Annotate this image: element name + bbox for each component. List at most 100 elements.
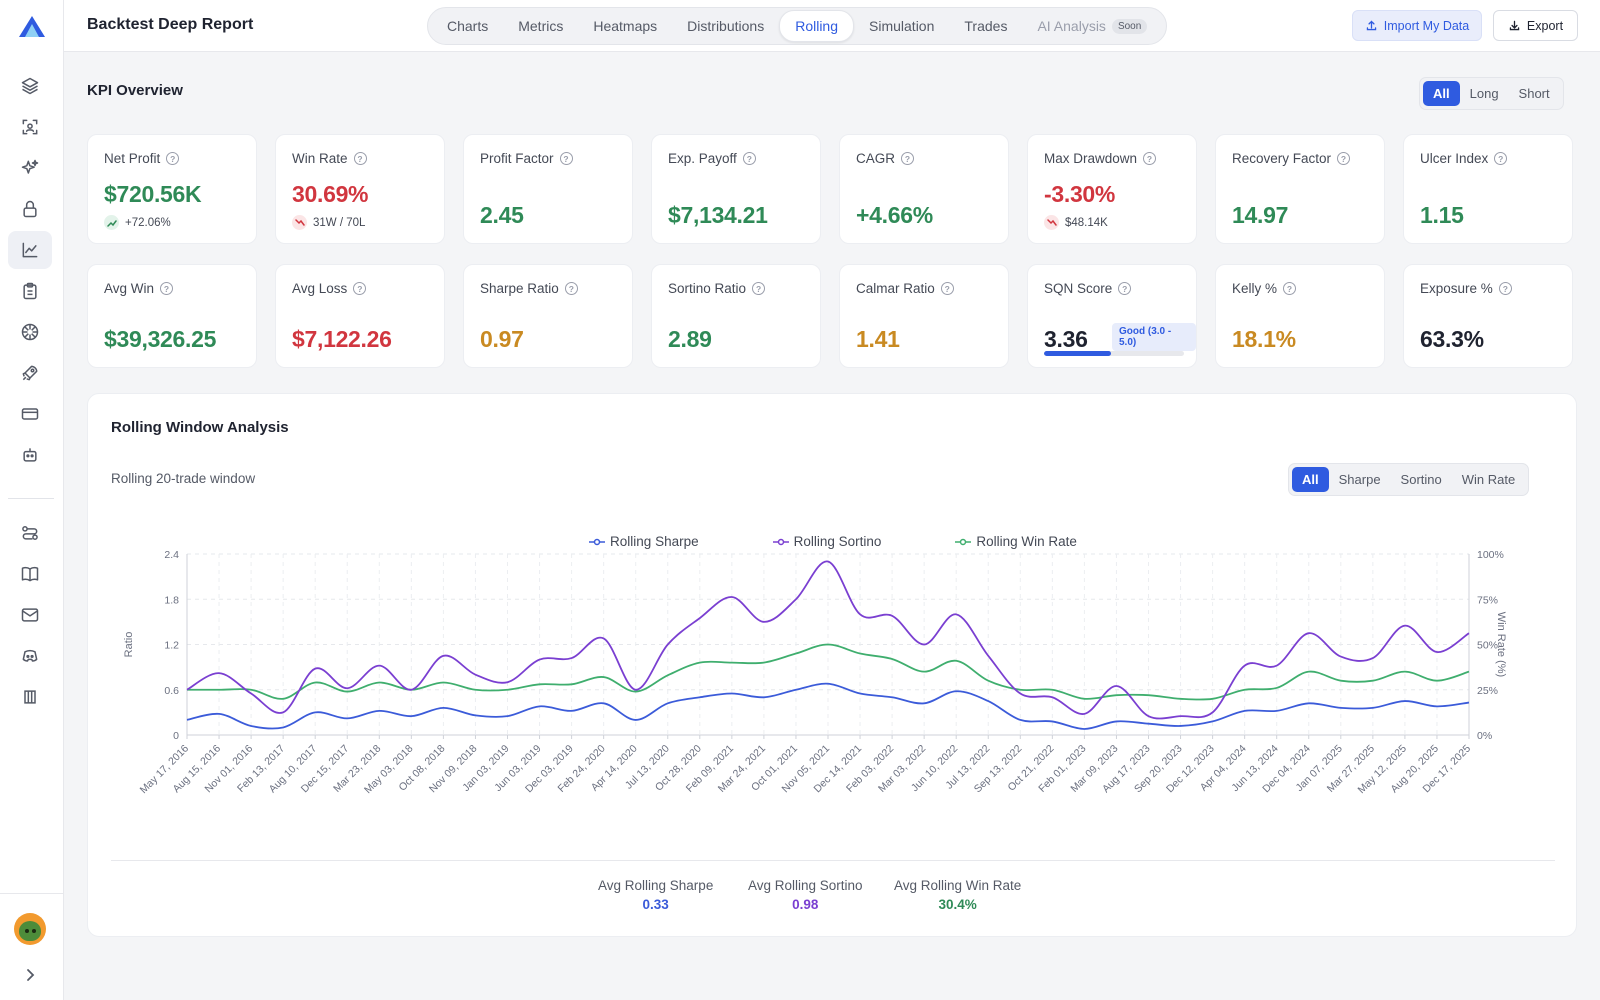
- tab-simulation[interactable]: Simulation: [869, 18, 935, 34]
- ticket-icon[interactable]: [8, 678, 52, 716]
- sidebar-footer-divider: [0, 893, 64, 894]
- import-data-button[interactable]: Import My Data: [1352, 10, 1482, 41]
- credit-card-icon[interactable]: [8, 395, 52, 433]
- help-icon[interactable]: ?: [353, 152, 367, 165]
- avg-rolling-win-rate-label: Avg Rolling Win Rate: [894, 878, 1022, 893]
- scan-icon[interactable]: [8, 108, 52, 146]
- avatar[interactable]: [14, 913, 46, 945]
- y-tick-label: 0: [173, 730, 179, 742]
- legend-rolling-sortino[interactable]: Rolling Sortino: [713, 534, 882, 549]
- kpi-label-text: Exposure %: [1420, 281, 1493, 296]
- legend-rolling-win-rate[interactable]: Rolling Win Rate: [895, 534, 1077, 549]
- kpi-label: Profit Factor?: [480, 151, 573, 166]
- kpi-card-avg-loss: Avg Loss? $7,122.26: [275, 264, 445, 368]
- filter-all[interactable]: All: [1423, 81, 1460, 106]
- help-icon[interactable]: ?: [1118, 282, 1132, 295]
- rocket-icon[interactable]: [8, 354, 52, 392]
- bot-icon[interactable]: [8, 436, 52, 474]
- legend-marker-sharpe: [589, 538, 606, 545]
- help-icon[interactable]: ?: [1494, 152, 1508, 165]
- line-chart-icon[interactable]: [8, 231, 52, 269]
- legend-rolling-sharpe[interactable]: Rolling Sharpe: [589, 534, 699, 549]
- help-icon[interactable]: ?: [1143, 152, 1157, 165]
- sparkles-icon[interactable]: [8, 149, 52, 187]
- kpi-value: 18.1%: [1232, 326, 1296, 352]
- kpi-label: Avg Win?: [104, 281, 174, 296]
- avg-rolling-sharpe-value: 0.33: [642, 897, 669, 912]
- summary-divider: [111, 860, 1555, 861]
- layers-icon[interactable]: [8, 67, 52, 105]
- help-icon[interactable]: ?: [160, 282, 174, 295]
- kpi-value: $39,326.25: [104, 326, 217, 352]
- sidebar: [0, 0, 64, 1000]
- tab-rolling[interactable]: Rolling: [779, 10, 855, 42]
- kpi-card-win-rate: Win Rate? 30.69% 31W / 70L: [275, 134, 445, 244]
- help-icon[interactable]: ?: [1337, 152, 1351, 165]
- clipboard-icon[interactable]: [8, 272, 52, 310]
- rolling-filter-win-rate[interactable]: Win Rate: [1461, 472, 1516, 487]
- kpi-card-max-drawdown: Max Drawdown? -3.30% $48.14K: [1027, 134, 1197, 244]
- kpi-card-sortino-ratio: Sortino Ratio? 2.89: [651, 264, 821, 368]
- sqn-quality-badge: Good (3.0 - 5.0): [1112, 323, 1196, 351]
- avg-rolling-sharpe-label: Avg Rolling Sharpe: [598, 878, 714, 893]
- rolling-filter-sortino[interactable]: Sortino: [1400, 472, 1442, 487]
- rolling-filter-sharpe[interactable]: Sharpe: [1338, 472, 1381, 487]
- kpi-card-sharpe-ratio: Sharpe Ratio? 0.97: [463, 264, 633, 368]
- discord-icon[interactable]: [8, 637, 52, 675]
- help-icon[interactable]: ?: [940, 282, 954, 295]
- help-icon[interactable]: ?: [166, 152, 180, 165]
- kpi-direction-filter: All Long Short: [1419, 77, 1564, 110]
- tab-distributions[interactable]: Distributions: [687, 18, 765, 34]
- rolling-filter-all[interactable]: All: [1292, 467, 1329, 492]
- help-icon[interactable]: ?: [752, 282, 766, 295]
- kpi-label-text: Kelly %: [1232, 281, 1278, 296]
- help-icon[interactable]: ?: [559, 152, 573, 165]
- tab-charts[interactable]: Charts: [447, 18, 489, 34]
- export-button[interactable]: Export: [1493, 10, 1578, 41]
- help-icon[interactable]: ?: [1283, 282, 1297, 295]
- page-title: Backtest Deep Report: [87, 16, 254, 33]
- kpi-value: $720.56K: [104, 181, 202, 207]
- kpi-label: SQN Score?: [1044, 281, 1132, 296]
- lock-icon[interactable]: [8, 190, 52, 228]
- filter-long[interactable]: Long: [1469, 86, 1499, 101]
- y2-tick-label: 75%: [1477, 594, 1498, 606]
- chevron-right-icon[interactable]: [20, 965, 40, 985]
- kpi-label: Calmar Ratio?: [856, 281, 954, 296]
- view-tabs: Charts Metrics Heatmaps Distributions Ro…: [427, 7, 1168, 45]
- aperture-icon[interactable]: [8, 313, 52, 351]
- tab-ai-analysis[interactable]: AI Analysis Soon: [1022, 11, 1162, 41]
- kpi-label: Ulcer Index?: [1420, 151, 1508, 166]
- workflow-icon[interactable]: [8, 514, 52, 552]
- sqn-progress-fill: [1044, 351, 1112, 356]
- kpi-label-text: Max Drawdown: [1044, 151, 1138, 166]
- legend-label-win-rate: Rolling Win Rate: [976, 534, 1077, 549]
- kpi-label-text: Exp. Payoff: [668, 151, 737, 166]
- kpi-card-kelly: Kelly %? 18.1%: [1215, 264, 1385, 368]
- tab-metrics[interactable]: Metrics: [518, 18, 564, 34]
- kpi-label-text: SQN Score: [1044, 281, 1113, 296]
- rolling-window-panel: Rolling Window Analysis Rolling 20-trade…: [87, 393, 1577, 937]
- legend-marker-sortino: [772, 538, 789, 545]
- kpi-value: 2.45: [480, 202, 524, 228]
- rolling-chart: 0 0%0.6 25%1.2 50%1.8 75%2.4 100%May 17, 2016…: [123, 549, 1507, 796]
- app-logo[interactable]: [17, 14, 47, 40]
- kpi-sub-text: +72.06%: [125, 216, 171, 229]
- help-icon[interactable]: ?: [1498, 282, 1512, 295]
- help-icon[interactable]: ?: [353, 282, 367, 295]
- help-icon[interactable]: ?: [742, 152, 756, 165]
- kpi-value: 63.3%: [1420, 326, 1484, 352]
- tab-heatmaps[interactable]: Heatmaps: [593, 18, 658, 34]
- kpi-sub-text: $48.14K: [1065, 216, 1108, 229]
- help-icon[interactable]: ?: [901, 152, 915, 165]
- rolling-title: Rolling Window Analysis: [111, 419, 289, 436]
- kpi-card-net-profit: Net Profit? $720.56K +72.06%: [87, 134, 257, 244]
- help-icon[interactable]: ?: [564, 282, 578, 295]
- legend-label-sortino: Rolling Sortino: [793, 534, 882, 549]
- tab-trades[interactable]: Trades: [964, 18, 1008, 34]
- filter-short[interactable]: Short: [1518, 86, 1550, 101]
- series-line-rolling-sortino: [186, 560, 1470, 720]
- series-line-rolling-sharpe: [186, 682, 1470, 730]
- mail-icon[interactable]: [8, 596, 52, 634]
- book-icon[interactable]: [8, 555, 52, 593]
